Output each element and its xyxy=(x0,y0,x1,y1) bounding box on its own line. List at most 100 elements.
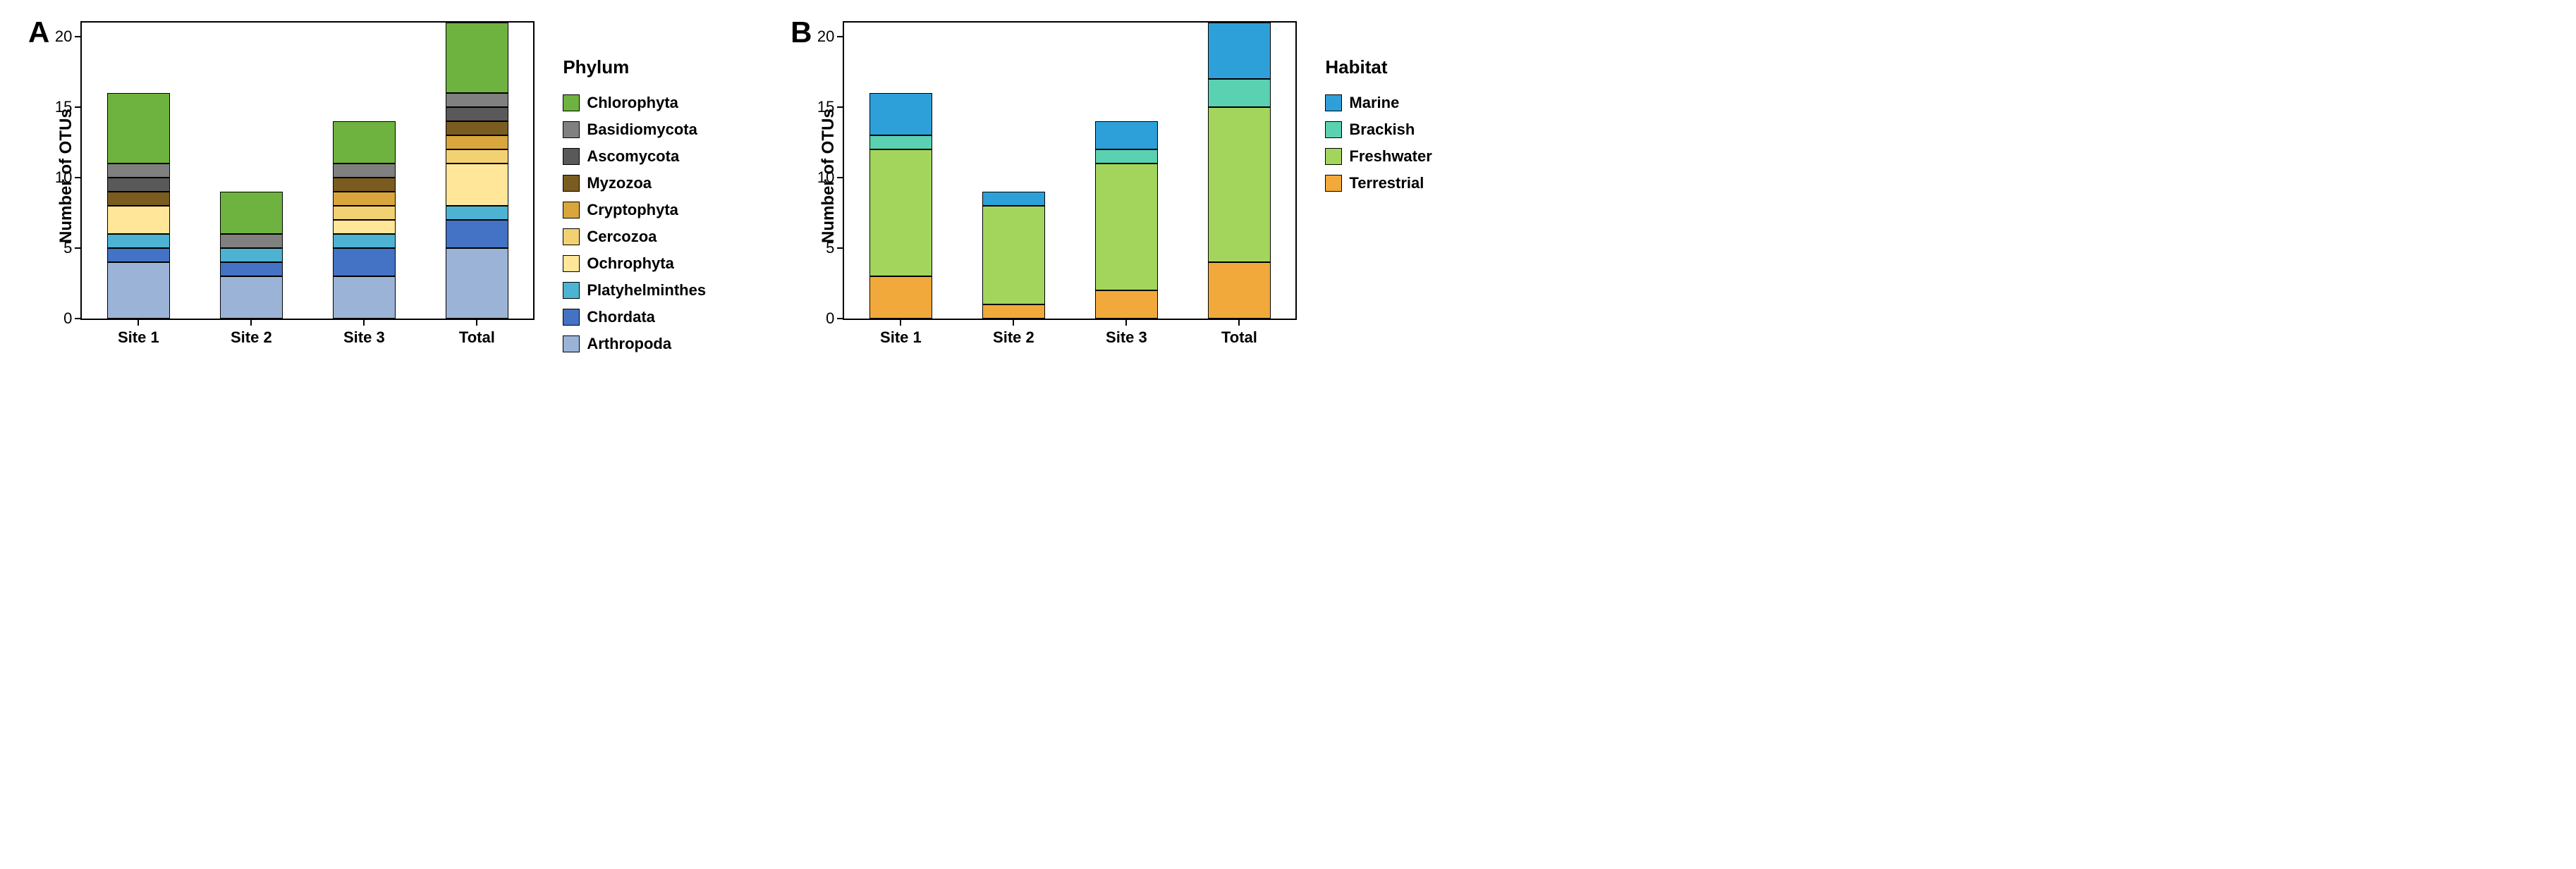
legend-item: Cryptophyta xyxy=(563,201,706,219)
bar xyxy=(107,93,171,319)
panel-b-plot: 05101520Site 1Site 2Site 3Total xyxy=(843,21,1297,320)
legend-label: Arthropoda xyxy=(587,335,671,353)
bar-segment xyxy=(1095,121,1159,149)
legend-swatch xyxy=(1325,175,1342,192)
bar-segment xyxy=(333,248,396,276)
bar-segment xyxy=(869,93,933,135)
legend-label: Terrestrial xyxy=(1349,174,1424,192)
ytick xyxy=(75,318,82,319)
bar-segment xyxy=(107,248,171,262)
panel-b-label: B xyxy=(790,16,812,49)
ytick xyxy=(837,177,844,178)
bar xyxy=(446,23,509,319)
bar-segment xyxy=(1095,290,1159,319)
bar-segment xyxy=(446,220,509,248)
legend-label: Marine xyxy=(1349,94,1399,112)
bar-segment xyxy=(220,262,283,276)
xtick xyxy=(1125,319,1127,326)
ytick-label: 20 xyxy=(817,27,834,46)
bar xyxy=(220,192,283,319)
ytick xyxy=(75,36,82,37)
panel-b-axis-col: 05101520Site 1Site 2Site 3Total xyxy=(843,21,1297,320)
legend-item: Terrestrial xyxy=(1325,174,1432,192)
bar-segment xyxy=(107,262,171,319)
bar-segment xyxy=(1208,107,1271,262)
bar-segment xyxy=(446,206,509,220)
xtick xyxy=(250,319,252,326)
bar-segment xyxy=(333,220,396,234)
bar-segment xyxy=(107,234,171,248)
ytick-label: 5 xyxy=(63,239,72,257)
bar-segment xyxy=(446,121,509,135)
legend-item: Platyhelminthes xyxy=(563,281,706,300)
panel-b-legend-items: Marine Brackish Freshwater Terrestrial xyxy=(1325,94,1432,192)
legend-swatch xyxy=(563,335,580,352)
bar-segment xyxy=(1208,23,1271,79)
bar-segment xyxy=(982,304,1046,319)
bar-segment xyxy=(446,149,509,164)
ytick-label: 10 xyxy=(817,168,834,187)
xtick-label: Site 2 xyxy=(231,328,272,347)
bar-segment xyxy=(333,276,396,319)
xtick-label: Total xyxy=(1221,328,1257,347)
legend-label: Chlorophyta xyxy=(587,94,678,112)
legend-label: Ochrophyta xyxy=(587,254,673,273)
bar-segment xyxy=(982,206,1046,304)
bar-segment xyxy=(107,206,171,234)
legend-item: Arthropoda xyxy=(563,335,706,353)
panel-a-legend-items: ChlorophytaBasidiomycotaAscomycotaMyzozo… xyxy=(563,94,706,353)
panel-a-legend-title: Phylum xyxy=(563,56,706,78)
xtick xyxy=(138,319,139,326)
bar-segment xyxy=(220,192,283,234)
bar-segment xyxy=(333,206,396,220)
bar-segment xyxy=(446,164,509,206)
xtick-label: Site 3 xyxy=(343,328,385,347)
panel-b: B Number of OTUs 05101520Site 1Site 2Sit… xyxy=(790,21,1432,362)
panel-b-legend-title: Habitat xyxy=(1325,56,1432,78)
xtick-label: Site 2 xyxy=(993,328,1034,347)
xtick xyxy=(1238,319,1240,326)
bar-segment xyxy=(107,93,171,164)
bar-segment xyxy=(869,135,933,149)
legend-label: Freshwater xyxy=(1349,147,1432,166)
panel-a-chart-wrap: Number of OTUs 05101520Site 1Site 2Site … xyxy=(56,21,535,320)
legend-item: Brackish xyxy=(1325,121,1432,139)
bar-segment xyxy=(333,121,396,164)
panel-a-label: A xyxy=(28,16,49,49)
bar-segment xyxy=(220,248,283,262)
ytick xyxy=(837,247,844,249)
legend-label: Brackish xyxy=(1349,121,1415,139)
bar-segment xyxy=(107,164,171,178)
ytick xyxy=(75,247,82,249)
legend-swatch xyxy=(563,148,580,165)
xtick xyxy=(900,319,901,326)
ytick-label: 20 xyxy=(55,27,72,46)
ytick xyxy=(837,318,844,319)
legend-item: Chordata xyxy=(563,308,706,326)
legend-label: Cryptophyta xyxy=(587,201,678,219)
panel-a-legend: Phylum ChlorophytaBasidiomycotaAscomycot… xyxy=(563,56,706,362)
bar xyxy=(982,192,1046,319)
panel-a-plot: 05101520Site 1Site 2Site 3Total xyxy=(80,21,535,320)
legend-item: Ochrophyta xyxy=(563,254,706,273)
bar-segment xyxy=(333,178,396,192)
bar-segment xyxy=(220,276,283,319)
legend-label: Cercozoa xyxy=(587,228,657,246)
panel-a-axis-col: 05101520Site 1Site 2Site 3Total xyxy=(80,21,535,320)
ytick-label: 5 xyxy=(826,239,834,257)
legend-label: Basidiomycota xyxy=(587,121,697,139)
bar xyxy=(1208,23,1271,319)
xtick xyxy=(476,319,477,326)
bar-segment xyxy=(333,192,396,206)
ytick xyxy=(837,106,844,108)
bar-segment xyxy=(869,276,933,319)
legend-swatch xyxy=(1325,148,1342,165)
legend-swatch xyxy=(563,282,580,299)
bar-segment xyxy=(107,178,171,192)
legend-item: Freshwater xyxy=(1325,147,1432,166)
ytick xyxy=(837,36,844,37)
legend-label: Chordata xyxy=(587,308,655,326)
bar-segment xyxy=(107,192,171,206)
legend-item: Cercozoa xyxy=(563,228,706,246)
bar-segment xyxy=(1095,164,1159,290)
